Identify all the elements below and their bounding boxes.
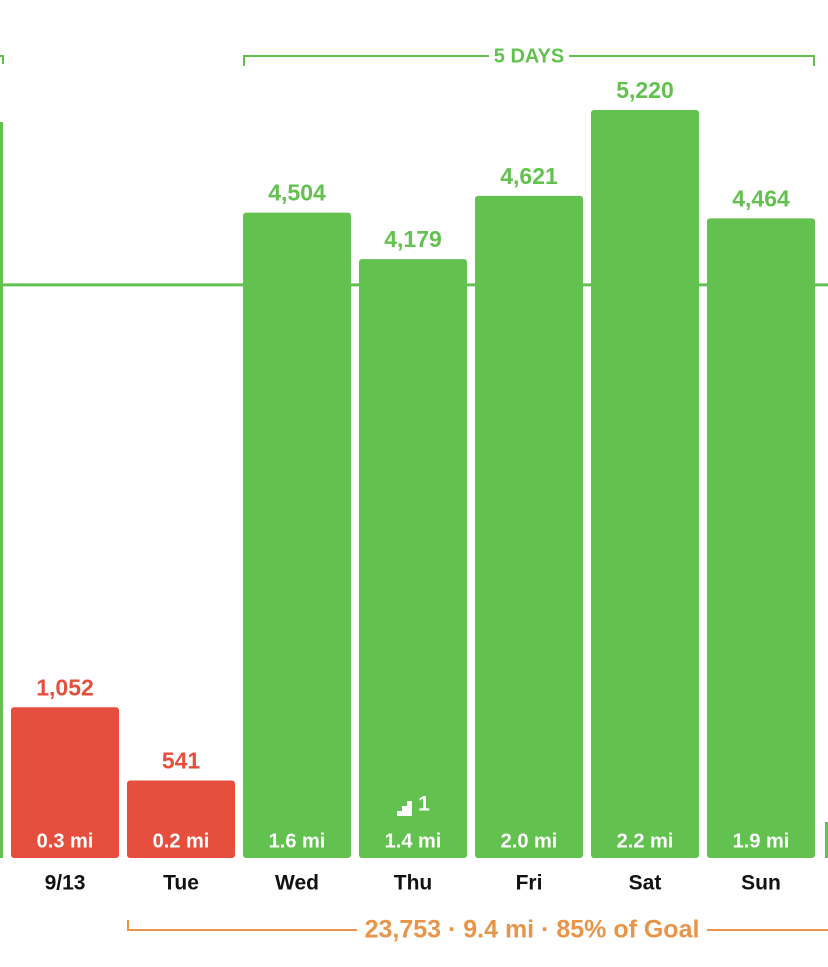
x-tick-label: Fri [516,872,543,895]
clipped-bar-edge [825,822,828,858]
distance-label: 2.2 mi [617,830,674,852]
x-tick-label: Tue [163,872,199,895]
value-label: 1,052 [36,674,94,700]
bar [359,259,467,858]
summary-bracket [127,920,828,931]
streak-label: 5 DAYS [494,45,564,67]
bar [475,195,583,858]
bar [591,110,699,858]
x-tick-label: 9/13 [45,872,86,895]
streak-bracket [243,55,815,66]
value-label: 5,220 [616,77,674,103]
bar [127,780,235,858]
bracket-fragment [0,55,4,64]
distance-label: 2.0 mi [501,830,558,852]
distance-label: 1.9 mi [733,830,790,852]
value-label: 4,621 [500,163,558,189]
bar [707,218,815,858]
x-tick-label: Wed [275,872,319,895]
bar [243,212,351,858]
value-label: 4,179 [384,226,442,252]
value-label: 4,464 [732,185,790,211]
distance-label: 0.3 mi [37,830,94,852]
distance-label: 0.2 mi [153,830,210,852]
x-tick-label: Sat [629,872,662,895]
distance-label: 1.4 mi [385,830,442,852]
stairs-icon [391,801,412,816]
distance-label: 1.6 mi [269,830,326,852]
x-tick-label: Thu [394,872,432,895]
flights-label: 1 [418,793,430,816]
x-tick-label: Sun [741,872,781,895]
value-label: 4,504 [268,180,326,206]
bar [11,707,119,858]
clipped-bar-edge [0,122,3,858]
value-label: 541 [162,748,201,774]
summary-label: 23,753 · 9.4 mi · 85% of Goal [365,916,700,944]
